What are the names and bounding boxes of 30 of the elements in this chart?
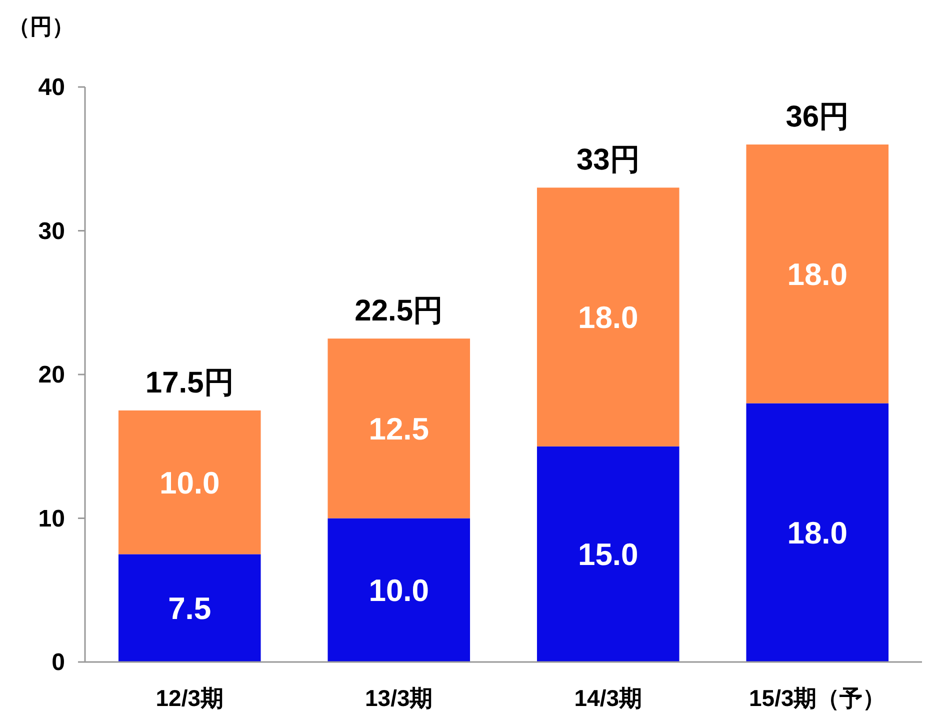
y-tick-label: 20	[38, 362, 65, 388]
bar	[746, 403, 889, 662]
x-tick-label: 15/3期（予）	[748, 685, 886, 711]
y-tick-label: 10	[38, 505, 65, 532]
data-label: 10.0	[368, 573, 430, 608]
total-label: 36円	[786, 100, 850, 134]
x-tick-label: 14/3期	[574, 685, 642, 711]
total-label: 17.5円	[145, 366, 234, 400]
y-tick-label: 0	[52, 649, 65, 676]
bar	[328, 338, 470, 518]
data-label: 12.5	[368, 411, 430, 446]
bar	[536, 446, 680, 662]
data-label: 15.0	[578, 537, 638, 572]
bar	[328, 518, 470, 662]
data-label: 10.0	[159, 465, 220, 500]
x-tick-label: 13/3期	[364, 685, 433, 711]
y-tick-label: 40	[38, 74, 65, 101]
y-axis-title: （円）	[8, 14, 74, 39]
data-label: 18.0	[787, 256, 848, 292]
y-tick-label: 30	[38, 218, 65, 245]
bar	[118, 554, 261, 662]
bar	[536, 188, 680, 446]
data-label: 18.0	[578, 300, 638, 335]
bar	[746, 144, 889, 404]
bar	[118, 410, 261, 554]
total-label: 33円	[576, 144, 640, 177]
data-label: 7.5	[168, 591, 212, 626]
data-label: 18.0	[787, 516, 848, 551]
x-tick-label: 12/3期	[156, 685, 224, 711]
total-label: 22.5円	[354, 294, 444, 328]
